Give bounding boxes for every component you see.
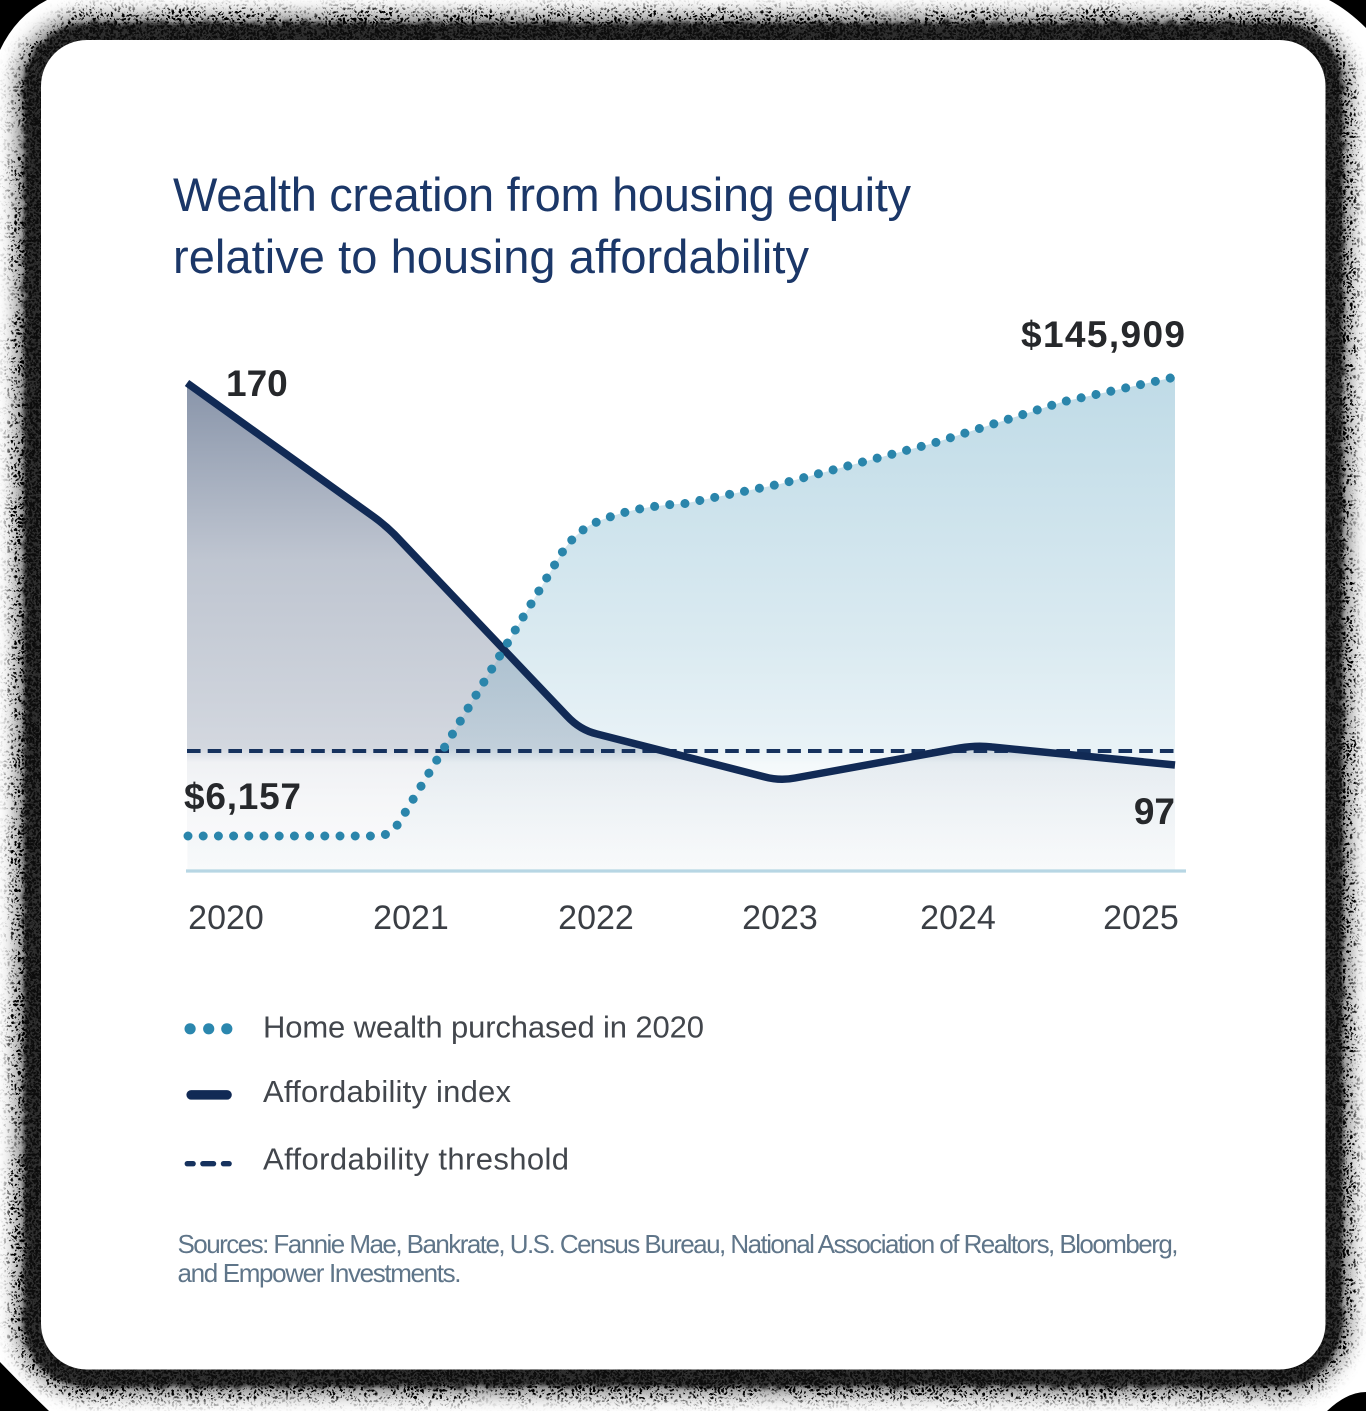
svg-text:170: 170	[226, 363, 288, 404]
svg-text:$145,909: $145,909	[1021, 314, 1185, 355]
svg-text:2021: 2021	[373, 899, 449, 937]
svg-text:Sources: Fannie Mae, Bankrate,: Sources: Fannie Mae, Bankrate, U.S. Cens…	[178, 1229, 1179, 1259]
svg-text:and Empower Investments.: and Empower Investments.	[178, 1258, 462, 1288]
svg-text:Affordability threshold: Affordability threshold	[263, 1141, 569, 1176]
svg-text:relative to housing affordabil: relative to housing affordability	[173, 230, 810, 283]
svg-text:2023: 2023	[742, 899, 818, 937]
svg-text:2025: 2025	[1103, 899, 1179, 937]
svg-text:$6,157: $6,157	[184, 776, 301, 817]
svg-text:Affordability index: Affordability index	[263, 1074, 512, 1109]
svg-text:2020: 2020	[188, 899, 264, 937]
svg-text:97: 97	[1134, 791, 1175, 832]
svg-text:2024: 2024	[920, 899, 996, 937]
svg-text:Home wealth purchased in 2020: Home wealth purchased in 2020	[263, 1010, 704, 1045]
svg-text:Wealth creation from housing e: Wealth creation from housing equity	[173, 168, 912, 221]
svg-text:2022: 2022	[558, 899, 634, 937]
